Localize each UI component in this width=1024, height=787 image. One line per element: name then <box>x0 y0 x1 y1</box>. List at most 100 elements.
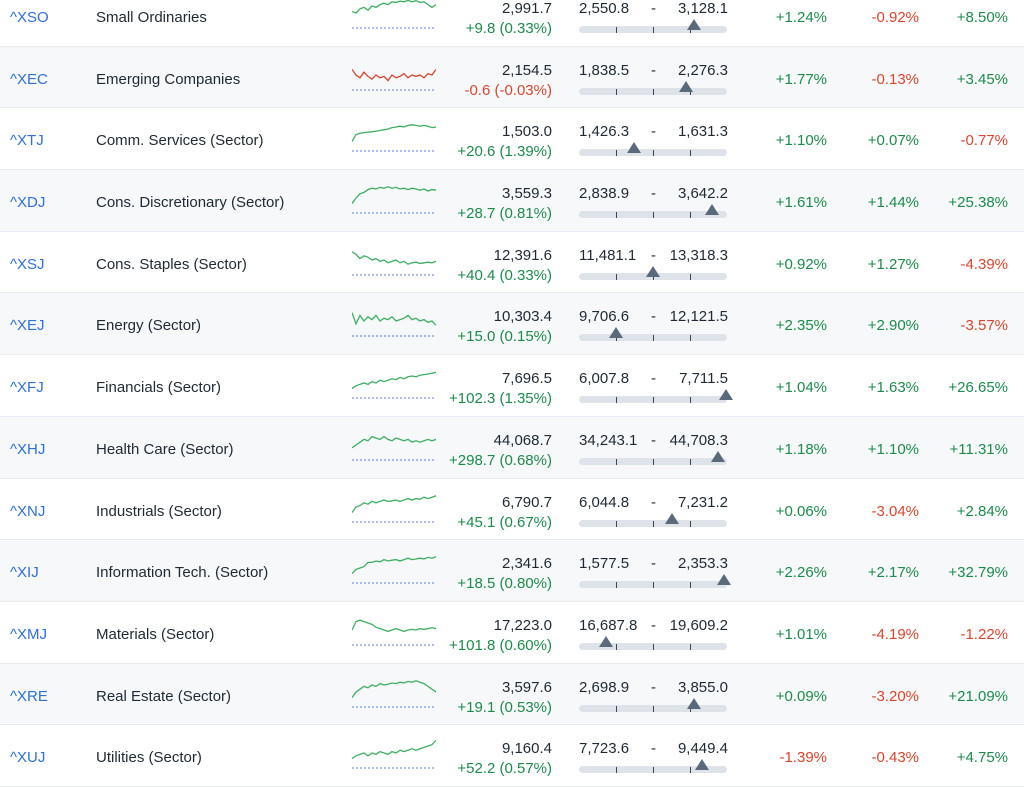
range-separator: - <box>651 555 656 573</box>
sparkline-line <box>352 556 436 575</box>
last-price: 3,597.6 <box>501 678 552 696</box>
index-name: Real Estate (Sector) <box>96 687 232 705</box>
table-row[interactable]: ^XMJ Materials (Sector) 17,223.0 +101.8 … <box>0 602 1024 664</box>
sparkline-line <box>352 619 436 632</box>
sparkline-chart <box>352 740 436 769</box>
index-code-link[interactable]: ^XUJ <box>10 749 46 767</box>
return-period-3: +25.38% <box>948 194 1008 212</box>
range-tick <box>616 520 617 527</box>
range-position-marker <box>694 759 709 771</box>
range-position-marker <box>609 327 623 339</box>
index-code-link[interactable]: ^XNJ <box>10 502 46 520</box>
index-code-link[interactable]: ^XEC <box>10 70 48 88</box>
range-tick <box>690 397 691 404</box>
table-row[interactable]: ^XEC Emerging Companies 2,154.5 -0.6 (-0… <box>0 46 1024 109</box>
return-period-3: +8.50% <box>956 9 1008 26</box>
range-tick <box>690 520 691 527</box>
range-high: 9,449.4 <box>677 740 728 758</box>
index-code-link[interactable]: ^XIJ <box>10 564 39 582</box>
range-tick <box>690 88 691 95</box>
last-price: 44,068.7 <box>493 431 552 449</box>
return-period-2: +1.27% <box>867 255 919 273</box>
index-code-link[interactable]: ^XSJ <box>10 255 45 273</box>
range-bar <box>579 697 727 712</box>
index-code-link[interactable]: ^XHJ <box>10 440 46 458</box>
return-period-1: +1.24% <box>775 9 827 26</box>
return-period-1: +1.77% <box>775 70 827 88</box>
range-separator: - <box>651 616 656 634</box>
sparkline-line <box>352 494 436 513</box>
return-period-3: +32.79% <box>948 564 1008 582</box>
range-low: 6,007.8 <box>579 370 630 388</box>
range-tick <box>653 397 654 404</box>
range-tick <box>690 273 691 280</box>
range-tick <box>690 150 691 157</box>
table-row[interactable]: ^XHJ Health Care (Sector) 44,068.7 +298.… <box>0 416 1024 479</box>
index-code-link[interactable]: ^XFJ <box>10 379 44 397</box>
sparkline-line <box>352 68 436 82</box>
price-change: +19.1 (0.53%) <box>457 698 552 716</box>
range-bar <box>579 512 727 527</box>
range-position-marker <box>646 265 660 277</box>
return-period-1: +1.04% <box>775 379 827 397</box>
return-period-2: -3.04% <box>871 502 919 520</box>
return-period-2: +1.10% <box>867 440 919 458</box>
index-name: Cons. Staples (Sector) <box>96 255 247 273</box>
index-name: Health Care (Sector) <box>96 440 234 458</box>
table-row[interactable]: ^XRE Real Estate (Sector) 3,597.6 +19.1 … <box>0 663 1024 726</box>
sparkline-chart <box>352 312 436 337</box>
range-high: 3,855.0 <box>677 678 728 696</box>
table-row[interactable]: ^XNJ Industrials (Sector) 6,790.7 +45.1 … <box>0 479 1024 541</box>
index-code-link[interactable]: ^XSO <box>10 9 49 26</box>
range-tick <box>690 705 691 712</box>
range-separator: - <box>651 493 656 511</box>
index-code-link[interactable]: ^XTJ <box>10 132 44 150</box>
return-period-3: +3.45% <box>956 70 1008 88</box>
range-tick <box>616 212 617 219</box>
range-high: 1,631.3 <box>677 123 728 141</box>
range-high: 3,642.2 <box>677 185 728 203</box>
range-position-marker <box>598 635 613 647</box>
return-period-3: +4.75% <box>956 749 1008 767</box>
sparkline-line <box>352 0 436 14</box>
index-code-link[interactable]: ^XDJ <box>10 194 46 212</box>
table-row[interactable]: ^XEJ Energy (Sector) 10,303.4 +15.0 (0.1… <box>0 293 1024 356</box>
index-code-link[interactable]: ^XRE <box>10 687 48 705</box>
index-code-link[interactable]: ^XEJ <box>10 317 45 335</box>
range-separator: - <box>651 0 656 17</box>
range-low: 2,698.9 <box>579 678 630 696</box>
last-price: 2,154.5 <box>501 61 552 79</box>
last-price: 10,303.4 <box>493 308 552 326</box>
return-period-2: -0.92% <box>871 9 919 26</box>
index-name: Utilities (Sector) <box>96 749 202 767</box>
range-position-marker <box>687 19 702 30</box>
range-high: 2,353.3 <box>677 555 728 573</box>
sparkline-chart <box>352 435 436 461</box>
sparkline-chart <box>352 0 436 29</box>
index-code-link[interactable]: ^XMJ <box>10 625 48 643</box>
range-high: 2,276.3 <box>677 61 728 79</box>
table-row[interactable]: ^XDJ Cons. Discretionary (Sector) 3,559.… <box>0 170 1024 232</box>
sparkline-chart <box>352 250 436 276</box>
range-position-marker <box>718 389 733 401</box>
index-name: Materials (Sector) <box>96 625 215 643</box>
table-row[interactable]: ^XIJ Information Tech. (Sector) 2,341.6 … <box>0 540 1024 602</box>
return-period-1: +0.09% <box>775 687 827 705</box>
table-row[interactable]: ^XFJ Financials (Sector) 7,696.5 +102.3 … <box>0 355 1024 417</box>
range-separator: - <box>651 308 656 326</box>
range-low: 1,838.5 <box>579 61 630 79</box>
range-bar <box>579 759 727 774</box>
range-tick <box>653 335 654 342</box>
sparkline-chart <box>352 494 436 522</box>
range-tick <box>653 212 654 219</box>
range-tick <box>653 520 654 527</box>
table-row[interactable]: ^XTJ Comm. Services (Sector) 1,503.0 +20… <box>0 108 1024 171</box>
range-low: 9,706.6 <box>579 308 630 326</box>
range-position-marker <box>705 204 720 216</box>
range-tick <box>690 643 691 650</box>
table-row[interactable]: ^XSJ Cons. Staples (Sector) 12,391.6 +40… <box>0 232 1024 294</box>
range-separator: - <box>651 678 656 696</box>
table-row[interactable]: ^XSO Small Ordinaries 2,991.7 +9.8 (0.33… <box>0 0 1024 47</box>
range-low: 2,838.9 <box>579 185 630 203</box>
sparkline-line <box>352 371 436 390</box>
